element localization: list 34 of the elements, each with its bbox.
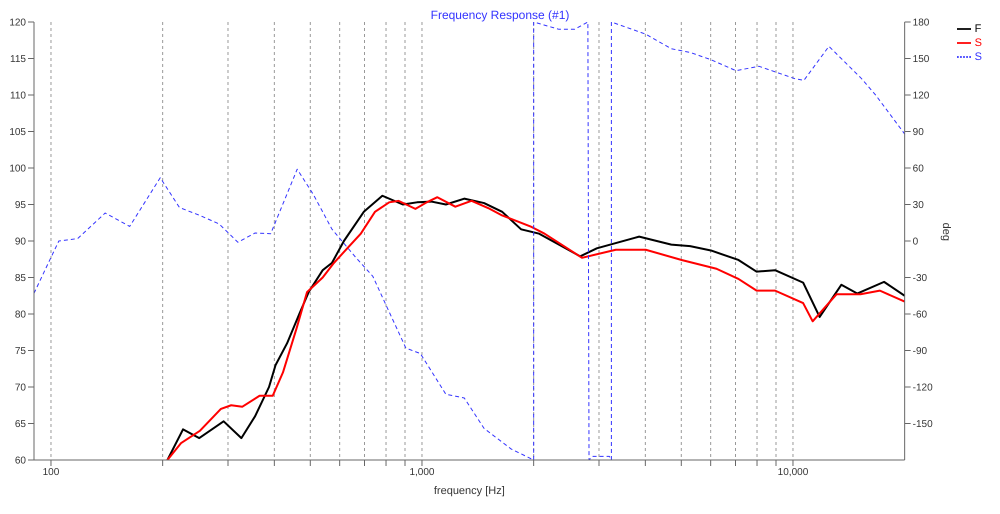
y-tick-label: 110: [10, 90, 26, 102]
y-tick-label: 85: [14, 273, 26, 284]
y-tick-label: 100: [9, 164, 26, 175]
y2-tick-label: 180: [912, 18, 930, 29]
y-tick-label: 80: [14, 310, 26, 321]
y-tick-label: 75: [14, 346, 26, 358]
y-tick-label: 70: [14, 382, 26, 394]
y2-tick-label: 60: [912, 164, 924, 175]
y-tick-label: 120: [9, 18, 26, 29]
x-tick-label: 100: [42, 467, 60, 478]
y-tick-label: 105: [9, 127, 26, 138]
y2-tick-label: -120: [912, 382, 934, 394]
y2-tick-label: 30: [912, 200, 924, 212]
legend-label: S: [974, 36, 982, 49]
x-tick-label: 1,000: [409, 467, 435, 478]
legend-label: F: [974, 22, 982, 35]
chart-title: Frequency Response (#1): [430, 8, 570, 22]
y-tick-label: 60: [14, 456, 26, 467]
y-tick-label: 65: [14, 419, 26, 430]
x-tick-label: 10,000: [778, 467, 809, 478]
y2-tick-label: -60: [912, 310, 928, 321]
x-axis-title: frequency [Hz]: [434, 485, 505, 497]
legend-label: S: [974, 50, 982, 63]
y2-tick-label: -30: [912, 273, 928, 284]
y-tick-label: 115: [10, 54, 26, 66]
y2-tick-label: 0: [912, 236, 919, 248]
y2-tick-label: 90: [912, 127, 924, 138]
y2-axis-title: deg: [940, 222, 952, 241]
y2-tick-label: 120: [912, 90, 930, 102]
y2-tick-label: -90: [912, 346, 928, 358]
y2-tick-label: 150: [912, 54, 930, 66]
y-tick-label: 90: [14, 236, 26, 248]
y2-tick-label: -150: [912, 419, 934, 430]
y-tick-label: 95: [14, 200, 26, 212]
